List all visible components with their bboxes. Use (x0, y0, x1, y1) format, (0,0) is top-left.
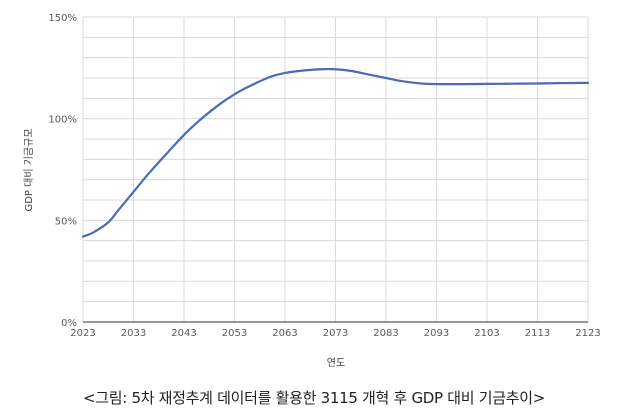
x-tick-label: 2033 (121, 328, 146, 339)
x-tick-label: 2103 (474, 328, 499, 339)
y-axis-title: GDP 대비 기금규모 (23, 128, 35, 211)
y-tick-label: 150% (48, 13, 77, 24)
grid-lines (82, 16, 589, 323)
x-axis-ticks: 2023 2033 2043 2053 2063 2073 2083 2093 2103 2113… (70, 328, 600, 339)
x-tick-label: 2113 (525, 328, 550, 339)
x-tick-label: 2073 (323, 328, 348, 339)
x-tick-label: 2053 (222, 328, 247, 339)
x-axis-title: 연도 (327, 357, 345, 369)
x-tick-label: 2093 (424, 328, 449, 339)
y-axis-ticks: 0% 50% 100% 150% (48, 13, 77, 329)
x-tick-label: 2063 (272, 328, 297, 339)
data-line (81, 67, 590, 238)
y-tick-label: 50% (55, 216, 77, 227)
y-tick-label: 100% (48, 115, 77, 126)
x-tick-label: 2023 (70, 328, 95, 339)
figure-caption: <그림: 5차 재정추계 데이터를 활용한 3115 개혁 후 GDP 대비 기… (82, 389, 545, 407)
x-tick-label: 2083 (373, 328, 398, 339)
x-tick-label: 2123 (575, 328, 600, 339)
x-tick-label: 2043 (171, 328, 196, 339)
line-chart: 0%50%100%150% 2023 2033 2043 2053 2063 2073 20… (23, 13, 601, 369)
y-tick-label: 0% (61, 318, 77, 329)
